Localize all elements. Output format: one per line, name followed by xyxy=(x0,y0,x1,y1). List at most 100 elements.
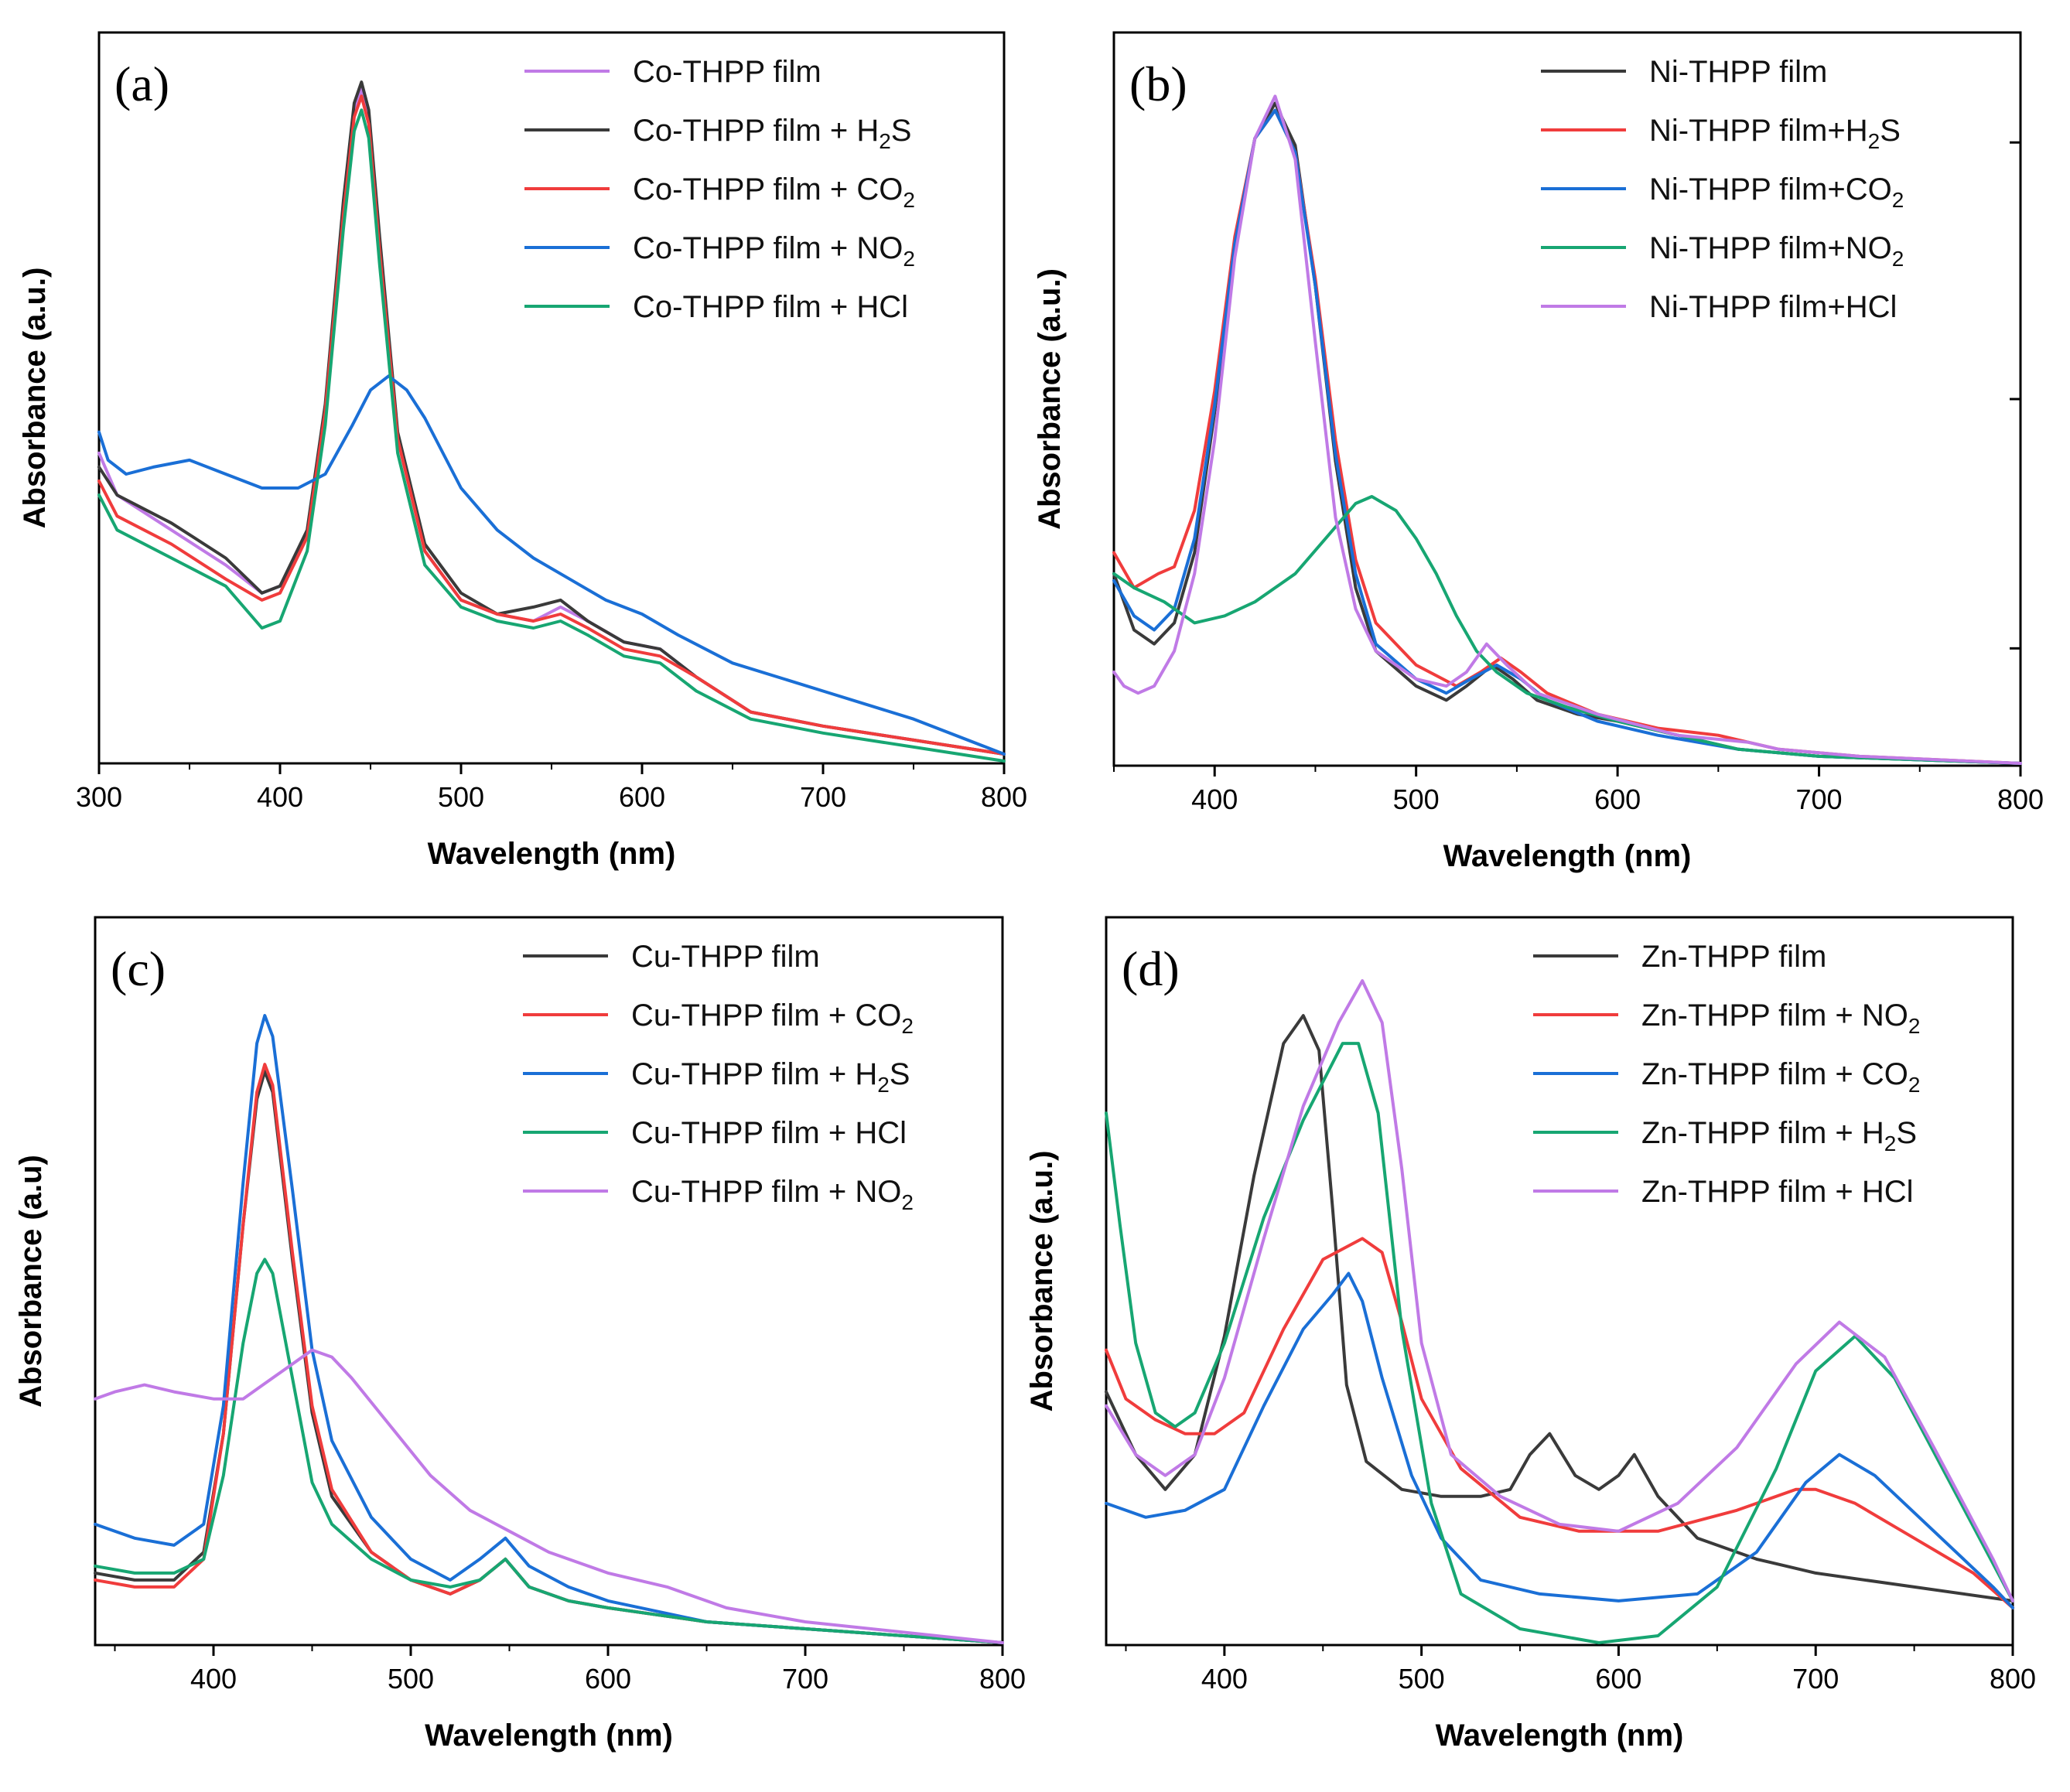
legend-label: Ni-THPP film xyxy=(1649,55,1827,89)
legend-subscript: 2 xyxy=(1892,247,1904,271)
legend-label: Zn-THPP film + CO xyxy=(1641,1057,1908,1091)
x-axis-title: Wavelength (nm) xyxy=(425,1719,673,1753)
series-line-1 xyxy=(94,1063,1004,1644)
legend-entry: Co-THPP film + HCl xyxy=(633,290,908,324)
legend-subscript: 2 xyxy=(901,1190,914,1214)
series-line-3 xyxy=(1105,1042,2014,1644)
series-line-2 xyxy=(94,1014,1004,1644)
panel-b: 400 500 600 700 800 Wavelength (nm) Absorbance… xyxy=(1033,31,2044,873)
x-tick-label: 800 xyxy=(1997,783,2044,815)
legend-entry: Zn-THPP film + NO2 xyxy=(1641,998,1920,1038)
legend-label: Ni-THPP film+NO xyxy=(1649,231,1892,265)
legend-entry: Co-THPP film + NO2 xyxy=(633,231,915,271)
series-line-4 xyxy=(94,1348,1004,1644)
legend-suffix: S xyxy=(890,1057,910,1091)
legend-label: Zn-THPP film + NO xyxy=(1641,998,1908,1033)
x-tick-label: 700 xyxy=(1792,1663,1839,1695)
x-tick-label: 800 xyxy=(979,1663,1026,1695)
legend-label: Cu-THPP film + CO xyxy=(631,998,901,1033)
x-axis-title: Wavelength (nm) xyxy=(428,837,676,871)
legend-entry: Cu-THPP film xyxy=(631,940,820,974)
x-tick-label: 400 xyxy=(257,781,303,813)
legend-label: Zn-THPP film + HCl xyxy=(1641,1175,1914,1209)
legend-subscript: 2 xyxy=(1908,1014,1921,1038)
x-axis-title: Wavelength (nm) xyxy=(1436,1719,1684,1753)
legend-entry: Ni-THPP film xyxy=(1649,55,1827,89)
x-tick-label: 500 xyxy=(1393,783,1440,815)
x-axis-title: Wavelength (nm) xyxy=(1443,839,1692,873)
panel-label: (b) xyxy=(1129,56,1187,111)
x-tick-label: 600 xyxy=(585,1663,631,1695)
x-tick-label: 500 xyxy=(388,1663,434,1695)
series-line-3 xyxy=(94,1258,1004,1644)
y-axis-title: Absorbance (a.u) xyxy=(14,1155,48,1408)
series-line-4 xyxy=(1105,979,2014,1603)
x-tick-label: 400 xyxy=(1201,1663,1248,1695)
legend-subscript: 2 xyxy=(877,1073,890,1097)
legend-entry: Ni-THPP film+HCl xyxy=(1649,290,1897,324)
legend-entry: Ni-THPP film+NO2 xyxy=(1649,231,1904,271)
series-line-4 xyxy=(1112,94,2022,765)
panel-label: (a) xyxy=(114,56,169,111)
x-tick-label: 400 xyxy=(1191,783,1238,815)
legend-entry: Zn-THPP film + H2S xyxy=(1641,1116,1917,1155)
legend-label: Cu-THPP film + NO xyxy=(631,1175,901,1209)
legend-subscript: 2 xyxy=(1892,188,1904,212)
x-tick-label: 500 xyxy=(438,781,484,813)
legend-entry: Co-THPP film xyxy=(633,55,822,89)
x-tick-label: 500 xyxy=(1399,1663,1445,1695)
legend-entry: Co-THPP film + CO2 xyxy=(633,172,915,212)
x-tick-label: 700 xyxy=(800,781,846,813)
series-line-2 xyxy=(1112,108,2022,765)
legend-label: Co-THPP film xyxy=(633,55,822,89)
legend-subscript: 2 xyxy=(901,1014,914,1038)
series-line-1 xyxy=(1112,108,2022,765)
x-tick-label: 800 xyxy=(1990,1663,2036,1695)
legend-label: Ni-THPP film+CO xyxy=(1649,172,1892,207)
legend-entry: Co-THPP film + H2S xyxy=(633,114,911,153)
series-line-2 xyxy=(1105,1271,2014,1609)
legend-subscript: 2 xyxy=(903,247,915,271)
x-tick-label: 300 xyxy=(76,781,122,813)
legend-entry: Ni-THPP film+H2S xyxy=(1649,114,1901,153)
legend-entry: Cu-THPP film + HCl xyxy=(631,1116,907,1150)
legend-entry: Cu-THPP film + H2S xyxy=(631,1057,910,1097)
legend-label: Cu-THPP film + H xyxy=(631,1057,877,1091)
legend-label: Zn-THPP film + H xyxy=(1641,1116,1884,1150)
legend-suffix: S xyxy=(1896,1116,1917,1150)
panel-c: 400 500 600 700 800 Wavelength (nm) Absorbance… xyxy=(14,916,1026,1753)
x-tick-label: 700 xyxy=(1796,783,1843,815)
legend-entry: Zn-THPP film + HCl xyxy=(1641,1175,1914,1209)
x-tick-label: 700 xyxy=(782,1663,828,1695)
series-line-4 xyxy=(97,108,1006,763)
legend-entry: Ni-THPP film+CO2 xyxy=(1649,172,1904,212)
legend-entry: Zn-THPP film + CO2 xyxy=(1641,1057,1920,1097)
x-tick-label: 400 xyxy=(190,1663,237,1695)
legend-label: Zn-THPP film xyxy=(1641,940,1826,974)
legend-label: Ni-THPP film+H xyxy=(1649,114,1868,148)
plot-frame xyxy=(94,916,1004,1647)
legend-suffix: S xyxy=(891,114,912,148)
x-tick-label: 600 xyxy=(1595,1663,1641,1695)
legend-label: Co-THPP film + CO xyxy=(633,172,903,207)
legend-entry: Cu-THPP film + NO2 xyxy=(631,1175,914,1214)
series-line-3 xyxy=(97,374,1006,756)
panel-d: 400 500 600 700 800 Wavelength (nm) Absorbance… xyxy=(1025,916,2036,1753)
panel-a: 300 400 500 600 700 800 Wavelength (nm) Absorba… xyxy=(18,31,1027,871)
legend-label: Co-THPP film + NO xyxy=(633,231,903,265)
panel-label: (d) xyxy=(1122,941,1180,996)
legend-entry: Cu-THPP film + CO2 xyxy=(631,998,914,1038)
plot-frame xyxy=(1105,916,2014,1647)
x-tick-label: 800 xyxy=(981,781,1027,813)
y-axis-title: Absorbance (a.u.) xyxy=(1025,1151,1059,1412)
series-line-3 xyxy=(1112,495,2022,765)
legend-entry: Zn-THPP film xyxy=(1641,940,1826,974)
series-line-1 xyxy=(1105,1237,2014,1609)
y-axis-title: Absorbance (a.u.) xyxy=(1033,268,1067,530)
series-line-0 xyxy=(1105,1014,2014,1603)
legend-label: Co-THPP film + H xyxy=(633,114,879,148)
legend-label: Cu-THPP film + HCl xyxy=(631,1116,907,1150)
